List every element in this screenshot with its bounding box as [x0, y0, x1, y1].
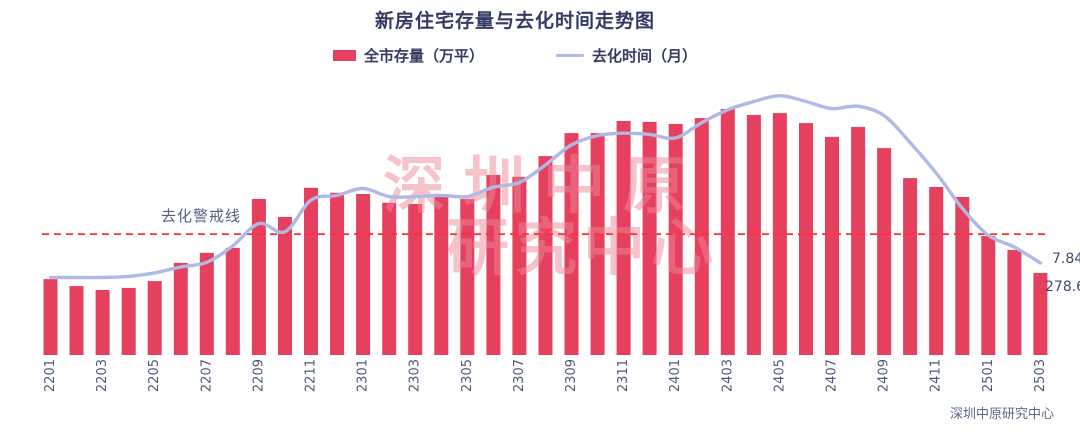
x-axis-label: 2311: [616, 359, 631, 392]
inventory-bar: [251, 199, 266, 355]
x-axis-label: 2307: [512, 359, 527, 392]
inventory-bar: [799, 123, 813, 355]
inventory-bar: [825, 136, 839, 355]
inventory-bar: [668, 124, 683, 355]
inventory-bar: [278, 217, 292, 355]
inventory-bar: [590, 133, 605, 355]
x-axis-label: 2309: [564, 359, 579, 392]
inventory-bar: [616, 121, 631, 355]
inventory-bar: [642, 121, 657, 356]
line-series-swatch: [556, 54, 584, 57]
inventory-bar: [225, 247, 240, 355]
inventory-bar: [460, 199, 475, 355]
inventory-bar: [408, 204, 423, 355]
inventory-bar: [304, 187, 318, 355]
x-axis-label: 2209: [251, 359, 266, 392]
x-axis-label: 2211: [304, 359, 319, 392]
x-axis-label: 2205: [147, 359, 162, 392]
x-axis-label: 2405: [772, 359, 787, 392]
inventory-bar: [95, 290, 110, 355]
inventory-bar: [199, 252, 214, 355]
x-axis-label: 2207: [199, 359, 214, 392]
inventory-bar: [877, 148, 892, 355]
inventory-bar: [486, 174, 501, 355]
x-axis-label: 2203: [95, 359, 110, 392]
inventory-bar: [1033, 273, 1048, 355]
inventory-bar: [382, 202, 397, 355]
bar-end-value-label: 278.6: [1045, 279, 1080, 295]
x-axis-label: 2201: [43, 359, 58, 392]
inventory-bar: [694, 118, 709, 355]
inventory-bar: [512, 176, 527, 355]
inventory-bar: [851, 126, 866, 356]
inventory-bar: [1007, 249, 1022, 355]
inventory-bar: [121, 287, 136, 355]
x-axis-label: 2403: [720, 359, 735, 392]
inventory-bar: [43, 279, 58, 355]
inventory-bar: [69, 286, 84, 355]
inventory-bar: [720, 109, 735, 355]
x-axis-label: 2303: [408, 359, 423, 392]
inventory-bar: [356, 194, 371, 355]
inventory-bar: [929, 187, 944, 355]
bar-series-swatch: [332, 50, 356, 61]
x-axis-label: 2407: [825, 359, 840, 392]
x-axis-label: 2503: [1033, 359, 1048, 392]
inventory-bar: [173, 262, 188, 355]
inventory-bar: [330, 192, 345, 355]
x-axis-label: 2411: [929, 359, 944, 392]
x-axis-label: 2409: [877, 359, 892, 392]
dehua-time-trend-line: [48, 94, 1043, 280]
inventory-bar: [564, 133, 579, 355]
x-axis-label: 2301: [356, 359, 371, 392]
inventory-bar: [981, 236, 996, 355]
inventory-bar: [147, 281, 162, 355]
inventory-bar: [955, 197, 970, 355]
inventory-bar: [538, 156, 553, 355]
legend: 全市存量（万平） 去化时间（月）: [0, 45, 1030, 66]
line-end-value-label: 7.84: [1052, 251, 1080, 267]
footer-credit: 深圳中原研究中心: [949, 407, 1054, 422]
legend-item-inventory: 全市存量（万平）: [332, 45, 484, 66]
inventory-bar: [903, 178, 918, 355]
x-axis-label: 2305: [460, 359, 475, 392]
chart-title: 新房住宅存量与去化时间走势图: [374, 10, 655, 32]
warning-line-label: 去化警戒线: [161, 207, 242, 225]
legend-label-dehua-time: 去化时间（月）: [592, 47, 698, 65]
legend-label-inventory: 全市存量（万平）: [363, 47, 484, 65]
x-axis-label: 2401: [668, 359, 683, 392]
legend-item-dehua-time: 去化时间（月）: [556, 45, 697, 66]
x-axis-label: 2501: [981, 359, 996, 392]
watermark-line1: 深圳中原: [383, 149, 703, 222]
watermark-line2: 研究中心: [447, 211, 719, 284]
